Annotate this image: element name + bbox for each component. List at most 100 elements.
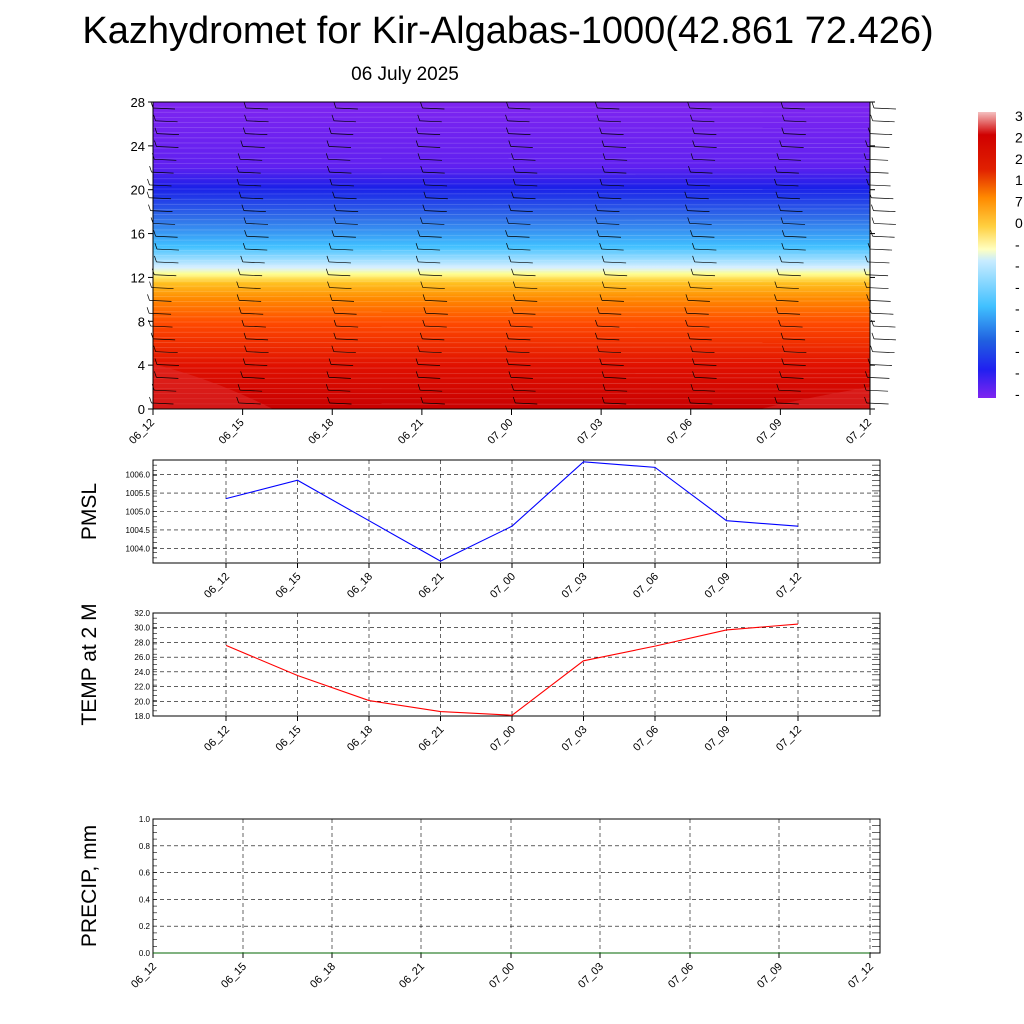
wind-barb xyxy=(866,294,869,301)
wind-barb xyxy=(776,153,780,160)
wind-barb xyxy=(784,351,807,354)
wind-barb xyxy=(239,184,262,187)
wind-barb xyxy=(597,338,620,341)
contour-line xyxy=(152,377,871,379)
wind-barb xyxy=(781,376,804,379)
wind-barb xyxy=(505,230,508,237)
wind-barb xyxy=(422,107,445,110)
wind-barb xyxy=(778,158,801,161)
wind-barb xyxy=(512,166,516,173)
wind-barb xyxy=(329,402,352,405)
wind-barb xyxy=(513,158,536,161)
wind-barb xyxy=(866,389,889,392)
contour-line xyxy=(152,403,871,405)
x-tick-label: 07_00 xyxy=(487,961,517,991)
wind-barb xyxy=(604,402,627,405)
wind-barb xyxy=(237,153,241,160)
contour-line xyxy=(152,280,871,283)
page-subtitle: 06 July 2025 xyxy=(351,64,459,85)
wind-barb xyxy=(335,223,358,225)
wind-barb xyxy=(327,396,330,404)
x-tick-label: 06_12 xyxy=(202,571,232,601)
wind-barb xyxy=(422,171,445,174)
wind-barb xyxy=(686,312,709,315)
wind-barb xyxy=(328,242,332,250)
wind-barb xyxy=(873,325,896,328)
wind-barb xyxy=(147,294,150,301)
wind-barb xyxy=(510,146,533,148)
wind-barb xyxy=(778,274,801,277)
wind-barb xyxy=(237,384,241,391)
x-tick-label: 07_03 xyxy=(576,961,606,991)
wind-barb xyxy=(420,101,423,109)
wind-barb xyxy=(774,396,778,404)
wind-barb xyxy=(776,287,799,289)
wind-barb xyxy=(508,107,531,110)
wind-barb xyxy=(599,312,622,315)
wind-barb xyxy=(240,255,244,263)
wind-barb xyxy=(422,402,445,405)
wind-barb xyxy=(153,338,176,341)
colorbar-label: - xyxy=(1015,365,1020,381)
wind-barb xyxy=(870,114,873,121)
wind-barb xyxy=(151,384,155,391)
wind-barb xyxy=(236,294,240,301)
wind-barb xyxy=(240,371,243,378)
wind-barb xyxy=(417,153,421,160)
wind-barb xyxy=(871,101,875,109)
wind-barb xyxy=(419,235,442,238)
wind-barb xyxy=(866,178,869,186)
wind-barb xyxy=(513,197,536,200)
wind-barb xyxy=(595,319,598,327)
wind-barb xyxy=(694,261,717,264)
contour-line xyxy=(152,346,871,349)
wind-barb xyxy=(151,171,174,174)
wind-barb xyxy=(690,230,693,237)
wind-barb xyxy=(867,242,871,250)
colorbar-label: - xyxy=(1015,258,1020,274)
wind-barb xyxy=(148,204,151,211)
wind-barb xyxy=(515,300,538,302)
y-tick-label: 0.4 xyxy=(139,895,151,904)
contour-line xyxy=(152,254,871,256)
wind-barb xyxy=(332,307,335,314)
wind-barb xyxy=(780,217,784,224)
x-tick-label: 06_12 xyxy=(202,724,232,754)
wind-barb xyxy=(783,338,806,341)
wind-barb xyxy=(867,127,871,134)
wind-barb xyxy=(422,287,445,289)
contour-line xyxy=(152,142,871,144)
wind-barb xyxy=(422,294,426,301)
wind-barb xyxy=(246,223,269,225)
wind-barb xyxy=(601,396,605,404)
wind-barb xyxy=(512,294,516,301)
wind-barb xyxy=(690,114,693,121)
wind-barb xyxy=(328,146,351,148)
wind-barb xyxy=(153,230,156,237)
wind-barb xyxy=(872,235,895,238)
wind-barb xyxy=(688,166,691,173)
wind-barb xyxy=(511,384,514,391)
wind-barb xyxy=(505,345,508,352)
y-tick-label: 22.0 xyxy=(134,683,150,692)
wind-barb xyxy=(867,358,871,365)
contour-line xyxy=(152,296,871,298)
x-tick-label: 06_15 xyxy=(274,724,304,754)
x-tick-label: 06_15 xyxy=(274,571,304,601)
wind-barb xyxy=(690,171,713,174)
wind-barb xyxy=(598,235,621,238)
wind-barb xyxy=(154,242,158,250)
wind-barb xyxy=(420,281,424,288)
wind-barb xyxy=(152,107,176,110)
colorbar-label: - xyxy=(1015,300,1020,316)
wind-barb xyxy=(597,210,620,212)
wind-barb xyxy=(508,364,531,366)
wind-barb xyxy=(872,351,895,354)
wind-barb xyxy=(422,178,426,186)
wind-barb xyxy=(776,268,780,275)
wind-barb xyxy=(774,281,778,288)
wind-barb xyxy=(782,107,806,110)
contour-line xyxy=(152,311,871,313)
wind-barb xyxy=(873,107,896,110)
x-tick-label: 06_18 xyxy=(308,961,338,991)
